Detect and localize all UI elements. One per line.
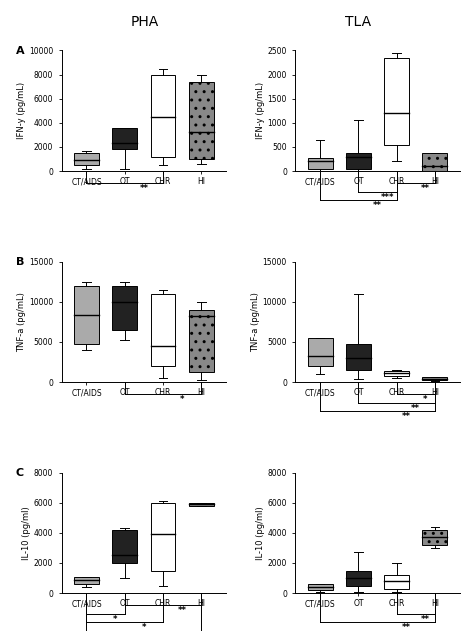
Text: *: * [113, 615, 118, 624]
Text: *: * [142, 623, 146, 631]
Y-axis label: TNF-a (pg/mL): TNF-a (pg/mL) [251, 292, 260, 351]
Text: PHA: PHA [130, 15, 159, 29]
Text: ***: *** [380, 193, 394, 202]
Text: A: A [16, 45, 24, 56]
Bar [112, 127, 137, 150]
Text: *: * [423, 396, 428, 404]
Text: **: ** [373, 201, 382, 210]
Bar [151, 293, 175, 366]
Bar [112, 286, 137, 330]
Bar [74, 286, 99, 343]
Bar [422, 153, 447, 171]
Bar [308, 584, 333, 590]
Bar [346, 570, 371, 586]
Y-axis label: IL-10 (pg/ml): IL-10 (pg/ml) [255, 506, 264, 560]
Bar [384, 371, 409, 375]
Y-axis label: IFN-y (pg/mL): IFN-y (pg/mL) [17, 82, 26, 139]
Text: **: ** [421, 184, 430, 193]
Bar [189, 310, 214, 372]
Bar [422, 377, 447, 380]
Bar [74, 153, 99, 165]
Text: **: ** [401, 412, 410, 422]
Bar [384, 57, 409, 144]
Text: C: C [16, 468, 24, 478]
Bar [346, 343, 371, 370]
Text: *: * [180, 396, 184, 404]
Bar [151, 74, 175, 156]
Bar [384, 575, 409, 589]
Y-axis label: TNF-a (pg/mL): TNF-a (pg/mL) [17, 292, 26, 351]
Bar [308, 158, 333, 168]
Text: B: B [16, 257, 24, 267]
Bar [74, 577, 99, 584]
Text: **: ** [411, 404, 420, 413]
Y-axis label: IL-10 (pg/ml): IL-10 (pg/ml) [22, 506, 31, 560]
Bar [151, 503, 175, 570]
Bar [112, 530, 137, 563]
Bar [189, 82, 214, 159]
Text: TLA: TLA [345, 15, 371, 29]
Bar [346, 153, 371, 168]
Text: **: ** [421, 615, 430, 624]
Text: **: ** [178, 606, 187, 615]
Bar [422, 530, 447, 545]
Bar [189, 503, 214, 505]
Text: **: ** [401, 623, 410, 631]
Bar [308, 338, 333, 366]
Text: **: ** [139, 184, 148, 193]
Y-axis label: IFN-y (pg/mL): IFN-y (pg/mL) [256, 82, 265, 139]
